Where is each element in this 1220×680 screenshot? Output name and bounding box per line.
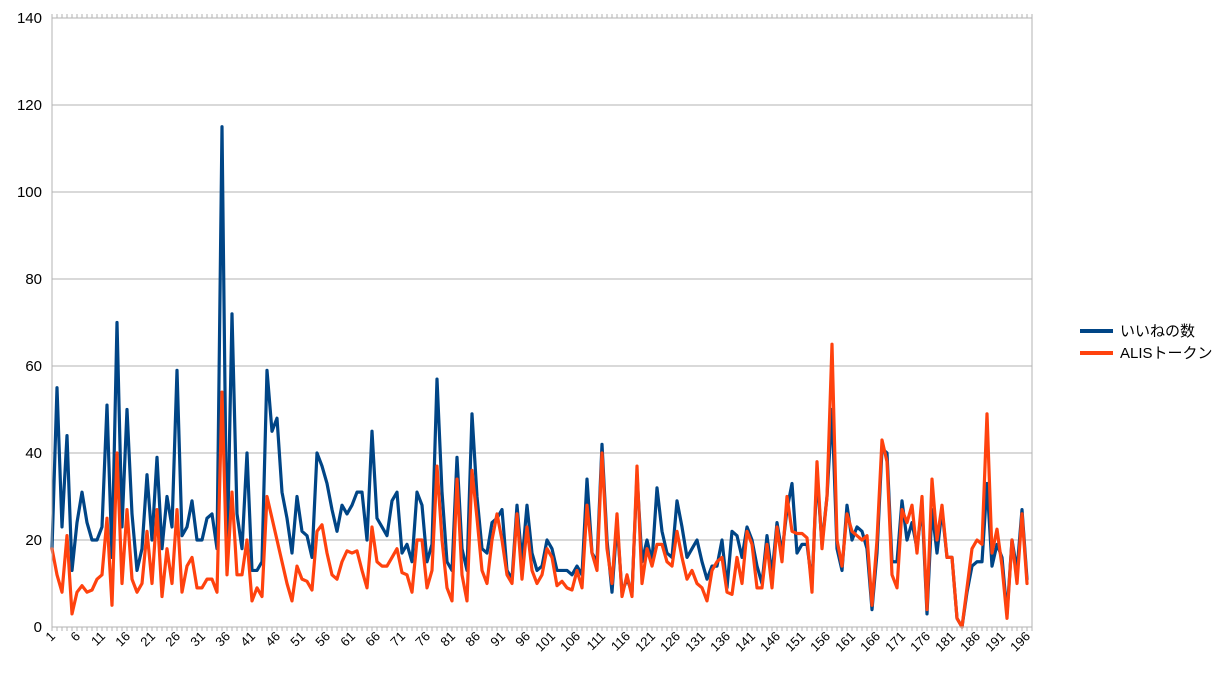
x-tick-label: 76 bbox=[412, 629, 433, 650]
x-tick-label: 51 bbox=[287, 629, 308, 650]
series-lines bbox=[50, 125, 1029, 629]
x-tick-label: 181 bbox=[932, 629, 958, 655]
x-tick-label: 6 bbox=[67, 629, 83, 645]
x-tick-label: 121 bbox=[632, 629, 658, 655]
x-tick-label: 146 bbox=[757, 629, 783, 655]
x-tick-label: 16 bbox=[112, 629, 133, 650]
y-tick-label: 140 bbox=[17, 10, 42, 27]
series-line-2 bbox=[50, 342, 1029, 629]
x-tick-label: 101 bbox=[532, 629, 558, 655]
x-tick-label: 61 bbox=[337, 629, 358, 650]
x-tick-label: 131 bbox=[682, 629, 708, 655]
x-tick-label: 156 bbox=[807, 629, 833, 655]
x-tick-label: 111 bbox=[584, 629, 609, 654]
legend-label-1: いいねの数 bbox=[1120, 323, 1195, 340]
x-tick-label: 186 bbox=[957, 629, 983, 655]
x-tick-label: 31 bbox=[187, 629, 208, 650]
y-tick-label: 0 bbox=[34, 619, 42, 636]
x-tick-label: 141 bbox=[732, 629, 758, 655]
x-tick-label: 41 bbox=[237, 629, 258, 650]
x-tick-label: 106 bbox=[557, 629, 583, 655]
gridlines bbox=[52, 17, 1032, 628]
axes bbox=[51, 14, 1033, 631]
y-tick-label: 40 bbox=[25, 445, 42, 462]
x-tick-label: 36 bbox=[212, 629, 233, 650]
x-tick-label: 96 bbox=[512, 629, 533, 650]
x-tick-label: 161 bbox=[832, 629, 858, 655]
x-tick-label: 166 bbox=[857, 629, 883, 655]
x-tick-label: 11 bbox=[88, 629, 108, 649]
x-tick-label: 21 bbox=[137, 629, 158, 650]
x-tick-label: 56 bbox=[312, 629, 333, 650]
x-tick-label: 116 bbox=[608, 629, 633, 654]
y-tick-label: 100 bbox=[17, 184, 42, 201]
x-tick-label: 86 bbox=[462, 629, 483, 650]
y-tick-label: 80 bbox=[25, 271, 42, 288]
y-axis-tick-labels: 0 20 40 60 80 100 120 140 bbox=[17, 10, 42, 636]
x-tick-label: 126 bbox=[657, 629, 683, 655]
x-tick-label: 1 bbox=[42, 629, 58, 645]
x-tick-label: 176 bbox=[907, 629, 933, 655]
y-tick-label: 20 bbox=[25, 532, 42, 549]
x-tick-label: 46 bbox=[262, 629, 283, 650]
x-tick-label: 151 bbox=[782, 629, 808, 655]
x-tick-label: 26 bbox=[162, 629, 183, 650]
x-tick-label: 66 bbox=[362, 629, 383, 650]
legend-label-2: ALISトークン bbox=[1120, 345, 1213, 362]
series-line-1 bbox=[50, 125, 1029, 629]
x-tick-label: 191 bbox=[982, 629, 1008, 655]
x-tick-label: 81 bbox=[437, 629, 458, 650]
x-tick-label: 91 bbox=[487, 629, 508, 650]
y-tick-label: 120 bbox=[17, 97, 42, 114]
x-tick-label: 196 bbox=[1007, 629, 1033, 655]
x-tick-label: 171 bbox=[882, 629, 908, 655]
x-axis-tick-labels: 1 6 11 16 21 26 31 36 41 46 51 56 61 66 71 76 81 86 91 96 10… bbox=[42, 629, 1033, 655]
x-tick-label: 136 bbox=[707, 629, 733, 655]
y-tick-label: 60 bbox=[25, 358, 42, 375]
legend: いいねの数 ALISトークン bbox=[1080, 323, 1213, 362]
x-tick-label: 71 bbox=[387, 629, 408, 650]
